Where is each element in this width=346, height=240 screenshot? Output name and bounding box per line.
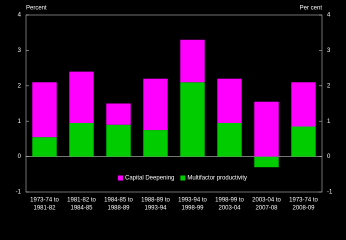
legend-label: Multifactor productivity <box>187 176 247 182</box>
x-tick-label: 1988-89 to <box>141 198 170 204</box>
background <box>0 0 346 218</box>
y2-tick-label: 3 <box>327 48 331 54</box>
chart: Percent Per cent -1 0 1 2 3 4 -1 0 1 2 3 4 1973-74 t… <box>0 0 346 218</box>
y-tick-label: 3 <box>18 48 22 54</box>
x-tick-label: 1984-85 to <box>104 198 133 204</box>
y2-tick-label: 1 <box>327 119 331 125</box>
bar-segment <box>217 78 242 123</box>
x-tick-label: 1981-82 <box>33 206 56 212</box>
bar-segment <box>180 82 205 157</box>
bar-segment <box>32 137 57 157</box>
legend-label: Capital Deepening <box>125 176 174 182</box>
x-tick-label: 1998-99 <box>181 206 204 212</box>
bar-segment <box>106 103 131 125</box>
legend-swatch <box>118 175 123 181</box>
x-tick-label: 1988-89 <box>107 206 130 212</box>
bar-segment <box>143 130 168 157</box>
y-tick-label: 4 <box>18 13 22 19</box>
x-tick-label: 1993-94 to <box>178 198 207 204</box>
x-tick-label: 2003-04 <box>218 206 241 212</box>
x-tick-label: 1973-74 to <box>289 198 318 204</box>
y2-axis-label: Per cent <box>300 6 323 12</box>
bar-segment <box>106 124 131 157</box>
page: {"chart_data": {"type": "stacked_bar", "… <box>0 0 346 218</box>
y-tick-label: 0 <box>18 154 22 160</box>
x-tick-label: 1984-85 <box>70 206 93 212</box>
y2-tick-label: 2 <box>327 83 331 89</box>
y-tick-label: -1 <box>16 190 22 196</box>
bar-segment <box>69 122 94 157</box>
y2-tick-label: 4 <box>327 13 331 19</box>
bar-segment <box>217 122 242 157</box>
plot-frame <box>25 14 323 193</box>
y-axis-label: Percent <box>26 6 47 12</box>
bar-segment <box>254 101 279 157</box>
x-tick-label: 1973-74 to <box>30 198 59 204</box>
x-tick-label: 1998-99 to <box>215 198 244 204</box>
bar-segment <box>254 156 279 168</box>
x-tick-label: 2008-09 <box>292 206 315 212</box>
bar-segment <box>180 39 205 83</box>
y-tick-label: 1 <box>18 119 22 125</box>
x-tick-label: 1981-82 to <box>67 198 96 204</box>
x-tick-label: 2007-08 <box>255 206 278 212</box>
bar-segment <box>143 78 168 131</box>
x-tick-label: 1993-94 <box>144 206 167 212</box>
bar-segment <box>291 126 316 157</box>
x-tick-label: 2003-04 to <box>252 198 281 204</box>
legend-swatch <box>180 175 186 181</box>
bar-segment <box>32 82 57 138</box>
bar-segment <box>291 82 316 127</box>
y-tick-label: 2 <box>18 83 22 89</box>
y2-tick-label: 0 <box>327 154 331 160</box>
bar-segment <box>69 71 94 123</box>
y2-tick-label: -1 <box>327 190 333 196</box>
